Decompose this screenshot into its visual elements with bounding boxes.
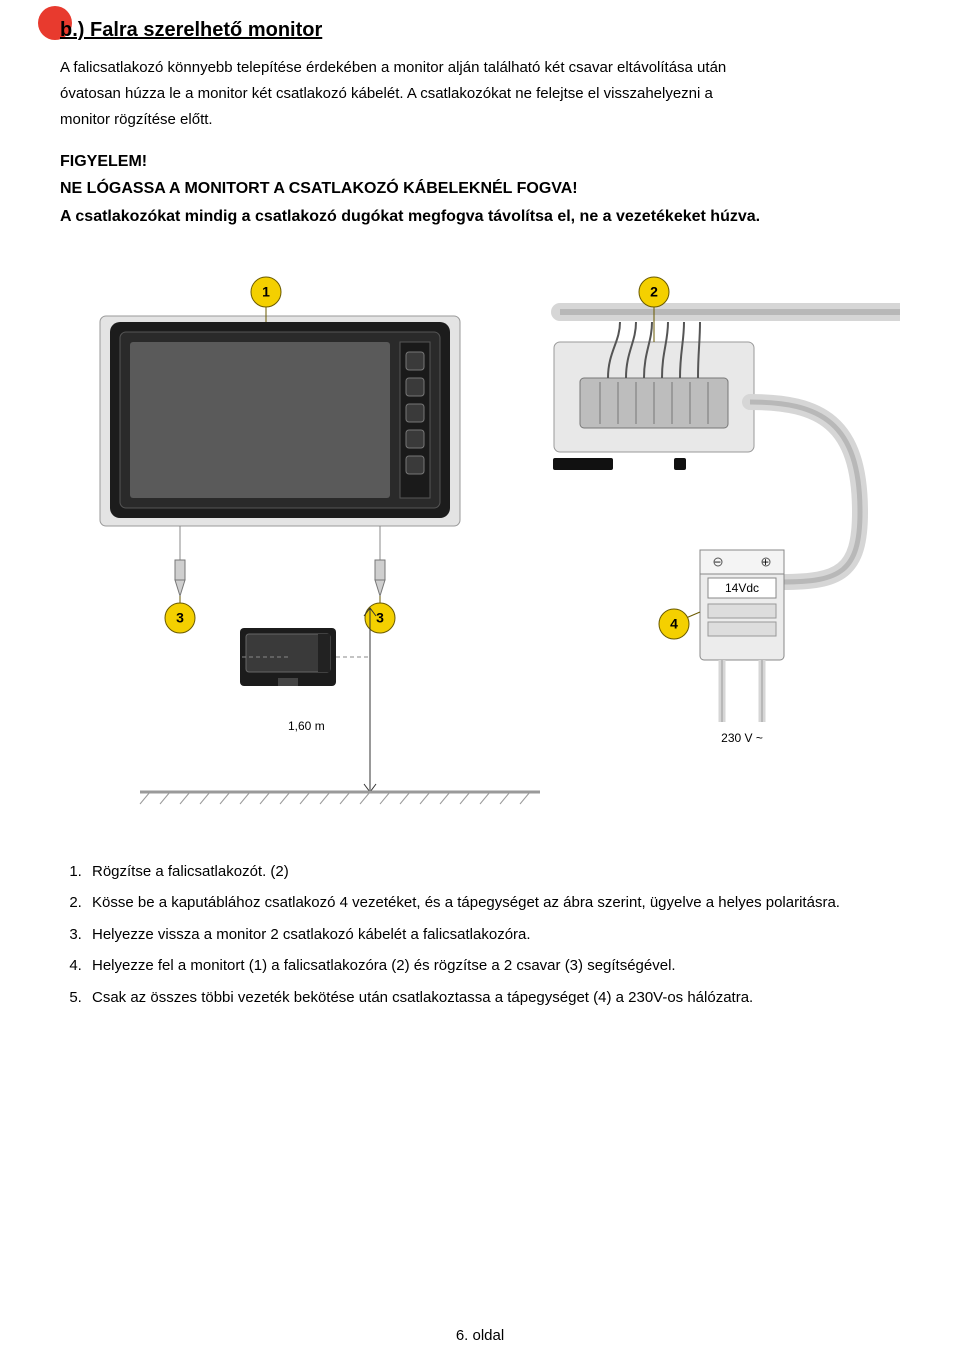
page-number: 6. oldal — [0, 1325, 960, 1347]
steps-list: Rögzítse a falicsatlakozót. (2) Kösse be… — [60, 859, 900, 1011]
screw-right-icon — [375, 560, 385, 596]
installation-diagram: 1 3 3 1,60 m — [60, 252, 900, 819]
height-label: 1,60 m — [288, 719, 325, 733]
intro-line-1: A falicsatlakozó könnyebb telepítése érd… — [60, 57, 900, 79]
step-5: Csak az összes többi vezeték bekötése ut… — [86, 985, 900, 1011]
warning-title: FIGYELEM! — [60, 150, 900, 173]
intro-line-3: monitor rögzítése előtt. — [60, 109, 900, 131]
warning-line: NE LÓGASSA A MONITORT A CSATLAKOZÓ KÁBEL… — [60, 177, 900, 200]
callout-4: 4 — [670, 616, 678, 632]
callout-3b: 3 — [376, 610, 384, 626]
psu-neg-label: − — [714, 555, 721, 569]
step-2: Kösse be a kaputáblához csatlakozó 4 vez… — [86, 890, 900, 916]
step-4: Helyezze fel a monitort (1) a falicsatla… — [86, 953, 900, 979]
psu-voltage-label: 14Vdc — [725, 581, 759, 595]
step-1: Rögzítse a falicsatlakozót. (2) — [86, 859, 900, 885]
section-heading: b.) Falra szerelhető monitor — [60, 16, 900, 45]
psu-pos-label: + — [762, 555, 769, 569]
callout-2: 2 — [650, 284, 658, 300]
intro-paragraph: A falicsatlakozó könnyebb telepítése érd… — [60, 57, 900, 130]
screw-left-icon — [175, 560, 185, 596]
warning-block: FIGYELEM! NE LÓGASSA A MONITORT A CSATLA… — [60, 150, 900, 228]
callout-3a: 3 — [176, 610, 184, 626]
mains-label: 230 V ~ — [721, 731, 763, 745]
step-3: Helyezze vissza a monitor 2 csatlakozó k… — [86, 922, 900, 948]
intro-line-2: óvatosan húzza le a monitor két csatlako… — [60, 83, 900, 105]
warning-sub: A csatlakozókat mindig a csatlakozó dugó… — [60, 205, 900, 228]
power-supply-icon: − + 14Vdc — [700, 550, 784, 722]
callout-1: 1 — [262, 284, 270, 300]
